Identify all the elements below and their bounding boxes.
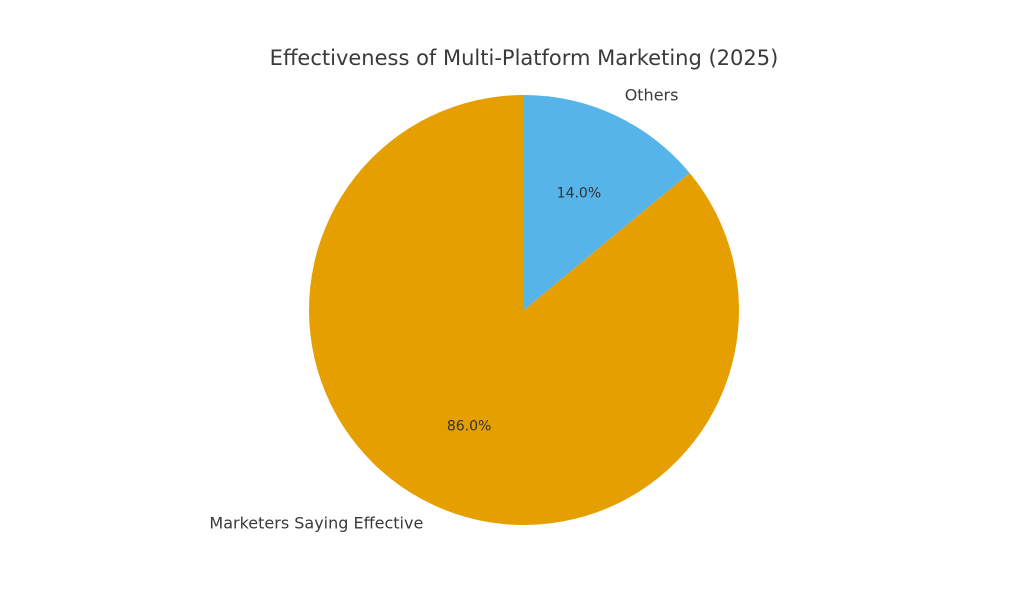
pie-labels: Others 14.0% Marketers Saying Effective 86.… — [209, 86, 678, 533]
slice-percent-marketers-saying-effective: 86.0% — [447, 419, 491, 435]
slice-label-others: Others — [625, 86, 679, 105]
pie-slice-marketers-saying-effective — [308, 95, 739, 525]
slice-label-marketers-saying-effective: Marketers Saying Effective — [209, 513, 423, 532]
pie-slice-others — [524, 95, 690, 310]
slice-percent-others: 14.0% — [557, 185, 601, 201]
pie-slices — [308, 95, 739, 525]
chart-title: Effectiveness of Multi-Platform Marketin… — [270, 46, 779, 70]
